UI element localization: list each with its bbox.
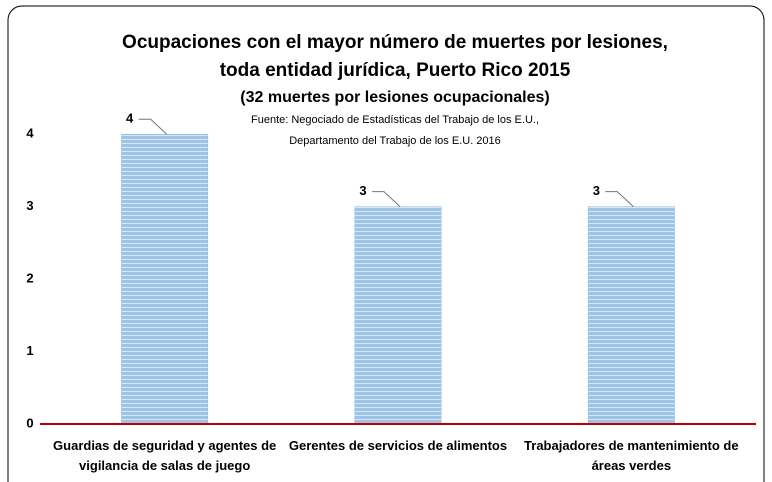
bar: [121, 133, 209, 425]
leader-line: [138, 118, 168, 135]
bar: [354, 206, 442, 425]
source-note: Fuente: Negociado de Estadísticas del Tr…: [251, 114, 539, 126]
chart-subtitle: (32 muertes por lesiones ocupacionales): [240, 89, 549, 106]
y-tick-label: 0: [26, 415, 33, 430]
x-tick-label: Gerentes de servicios de alimentos: [288, 438, 508, 453]
leader-line: [605, 191, 634, 208]
chart-title: toda entidad jurídica, Puerto Rico 2015: [220, 60, 571, 81]
leader-line: [372, 191, 401, 208]
bar: [587, 206, 675, 425]
data-label: 3: [359, 183, 366, 198]
data-label: 4: [126, 111, 134, 126]
y-tick-label: 4: [26, 126, 34, 141]
x-tick-label: Guardias de seguridad y agentes de vigil…: [53, 438, 277, 473]
y-tick-label: 2: [26, 271, 33, 286]
y-tick-label: 1: [26, 343, 33, 358]
source-note: Departamento del Trabajo de los E.U. 201…: [289, 135, 501, 147]
chart-title: Ocupaciones con el mayor número de muert…: [122, 32, 668, 53]
x-tick-label: Trabajadores de mantenimiento de áreas v…: [524, 438, 739, 473]
data-label: 3: [593, 183, 600, 198]
y-tick-label: 3: [26, 198, 33, 213]
